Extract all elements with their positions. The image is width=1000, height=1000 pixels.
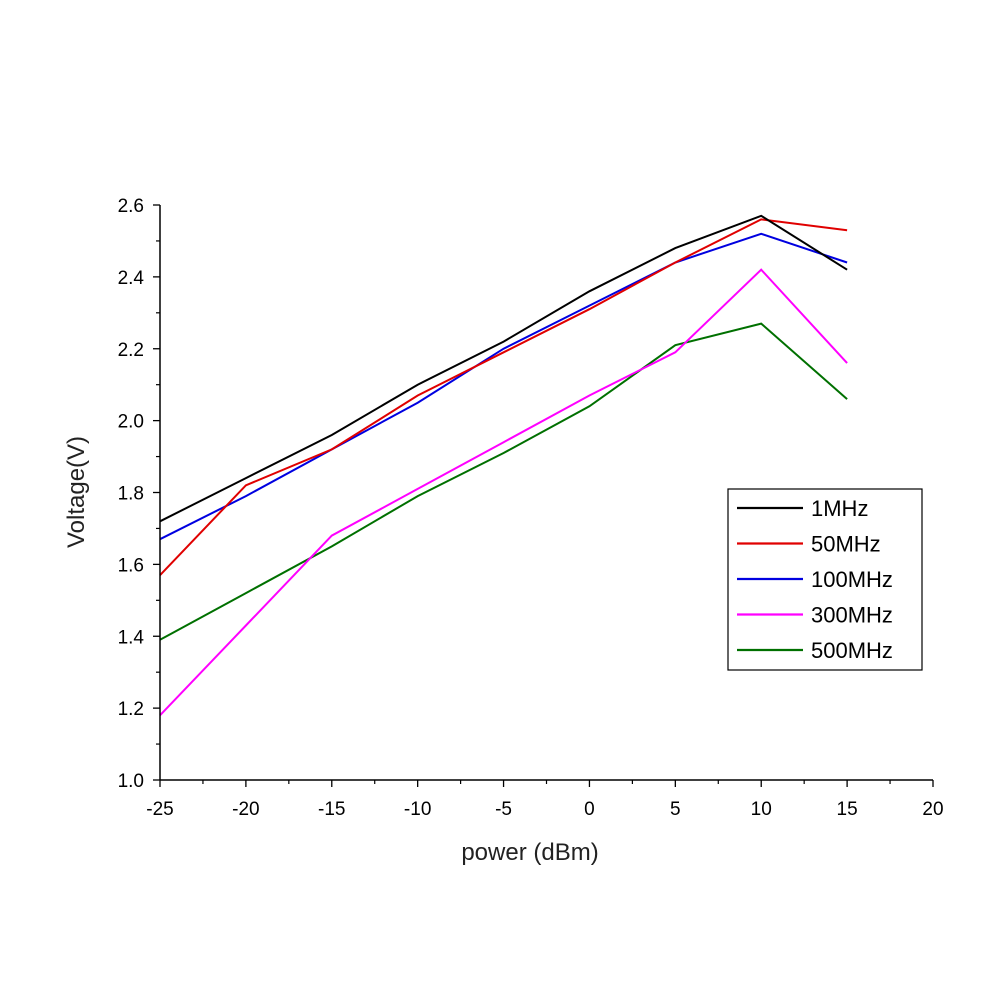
x-tick-label: -15 <box>318 799 345 820</box>
x-tick-label: -20 <box>232 799 259 820</box>
y-tick-label: 1.2 <box>118 699 144 720</box>
series-line-300mhz <box>159 268 848 716</box>
legend-items: 1MHz 50MHz 100MHz 300MHz 500MHz <box>737 496 893 663</box>
y-tick-label: 2.2 <box>118 340 144 361</box>
x-tick-label: -10 <box>404 799 431 820</box>
x-tick-label: 5 <box>670 799 681 820</box>
x-tick-label: 15 <box>837 799 858 820</box>
y-tick-label: 2.4 <box>118 268 145 289</box>
x-tick-label: -5 <box>495 799 512 820</box>
y-tick-label: 1.8 <box>118 484 144 505</box>
legend-label-100mhz: 100MHz <box>811 567 893 592</box>
series-line-500mhz <box>159 322 848 641</box>
legend-label-1mhz: 1MHz <box>811 496 868 521</box>
y-tick-label: 1.6 <box>118 555 144 576</box>
legend: 1MHz 50MHz 100MHz 300MHz 500MHz <box>727 488 923 671</box>
x-axis-title: power (dBm) <box>461 839 598 866</box>
series-line-100mhz <box>159 232 848 541</box>
legend-label-500mhz: 500MHz <box>811 638 893 663</box>
series-line-50mhz <box>159 218 848 576</box>
ticks-layer: -25 -20 -15 -10 -5 0 5 10 15 20 1.0 1.2 1.4 1.6 1.8 2.0… <box>118 196 944 820</box>
x-tick-label: 20 <box>922 799 943 820</box>
x-tick-label: 0 <box>584 799 595 820</box>
y-tick-label: 1.4 <box>118 627 145 648</box>
y-tick-label: 1.0 <box>118 771 144 792</box>
series-line-1mhz <box>159 214 848 523</box>
legend-label-50mhz: 50MHz <box>811 532 881 557</box>
y-tick-label: 2.0 <box>118 412 144 433</box>
x-tick-label: -25 <box>146 799 173 820</box>
y-axis-title: Voltage(V) <box>63 436 90 548</box>
series-layer <box>159 214 848 716</box>
y-tick-label: 2.6 <box>118 196 144 217</box>
legend-label-300mhz: 300MHz <box>811 603 893 628</box>
x-tick-label: 10 <box>751 799 772 820</box>
